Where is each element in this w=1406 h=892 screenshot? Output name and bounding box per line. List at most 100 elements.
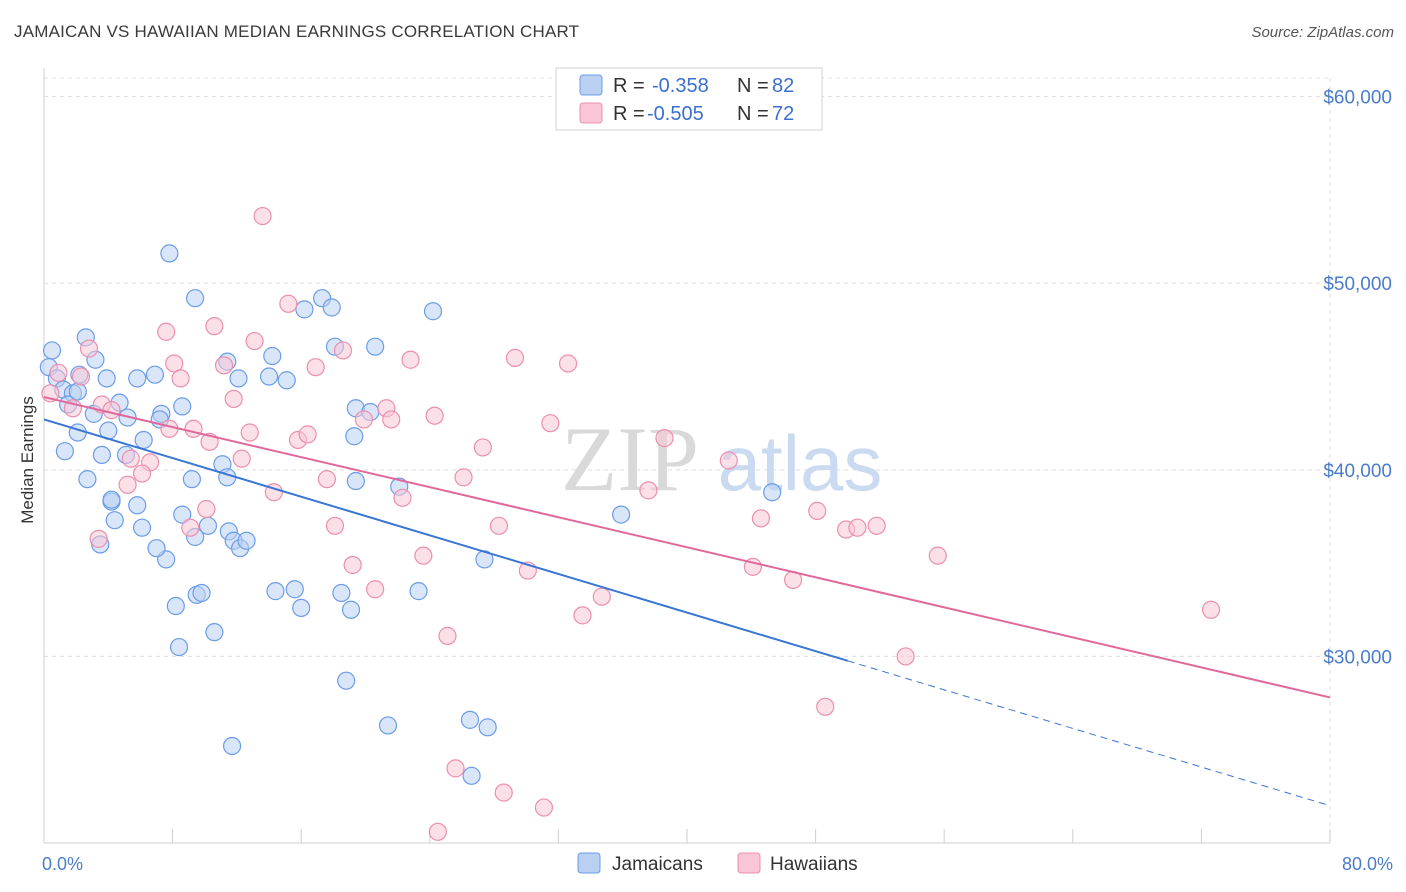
jamaican-point-57 [277,371,296,390]
jamaican-point-23 [78,470,97,489]
jamaican-trend-line [43,418,849,662]
hawaiian-point-59 [928,546,947,565]
hawaiian-point-48 [655,429,674,448]
jamaican-point-47 [285,580,304,599]
hawaiian-point-61 [118,475,137,494]
jamaican-point-33 [173,505,192,524]
jamaican-point-73 [611,505,631,524]
hawaiian-point-64 [197,499,216,519]
legend-r-label-1: R = [613,75,645,97]
jamaican-point-21 [68,423,87,442]
axes [43,68,1331,844]
hawaiian-point-30 [366,580,385,599]
jamaican-point-15 [128,369,147,388]
hawaiian-point-51 [751,509,771,528]
jamaican-point-43 [205,623,224,642]
jamaican-point-79 [222,736,242,756]
hawaiian-point-16 [224,389,243,409]
hawaiian-point-58 [896,647,915,666]
jamaican-point-8 [68,382,87,401]
hawaiian-point-65 [240,423,259,442]
jamaican-point-20 [55,442,74,461]
hawaiian-trend-line [43,396,1331,699]
jamaican-point-50 [341,600,361,619]
hawaiian-point-14 [205,317,224,336]
hawaiian-point-62 [132,464,152,483]
hawaiian-point-32 [382,410,401,429]
jamaican-point-45 [192,583,211,603]
y-tick-labels: $30,000 $40,000 $50,000 $60,000 [1323,88,1392,669]
legend: R = -0.358 N = 82 R = -0.505 N = 72 [555,67,823,131]
jamaican-point-78 [478,718,497,737]
jamaican-point-58 [295,300,314,319]
jamaican-point-75 [337,671,356,690]
hawaiian-point-45 [573,606,592,625]
hawaiian-point-41 [505,348,525,367]
data-points [39,206,1221,841]
hawaiian-point-6 [102,401,121,420]
watermark-atlas: atlas [718,419,883,507]
bottom-legend: Jamaicans Hawaiians [577,852,858,875]
jamaican-point-55 [229,369,248,388]
jamaican-trend-extension [847,660,1331,807]
jamaican-point-41 [166,596,185,616]
hawaiian-point-63 [160,419,179,438]
hawaiian-point-66 [446,759,465,778]
jamaican-point-74 [763,483,782,502]
watermark: ZIP atlas [561,408,882,510]
legend-r-value-1: -0.358 [652,75,709,97]
watermark-zip: ZIP [561,408,699,510]
hawaiian-point-38 [454,468,473,487]
hawaiian-point-56 [848,518,867,537]
jamaican-point-65 [259,367,279,386]
chart-title: JAMAICAN VS HAWAIIAN MEDIAN EARNINGS COR… [14,22,580,41]
y-axis-label: Median Earnings [18,396,37,524]
hawaiian-point-9 [157,322,176,341]
x-tick-label-1: 80.0% [1342,854,1393,874]
jamaican-point-48 [292,598,311,618]
jamaican-point-16 [145,365,165,384]
hawaiian-point-57 [867,516,886,535]
jamaican-point-77 [460,710,480,729]
hawaiian-point-53 [808,501,827,520]
hawaiian-point-19 [253,206,272,226]
jamaican-point-69 [346,471,365,491]
legend-n-value-2: 72 [772,103,794,125]
jamaican-point-39 [237,531,256,550]
hawaiian-point-27 [333,341,353,360]
y-tick-label-3: $60,000 [1323,88,1392,109]
hawaiian-point-7 [121,449,140,468]
x-tick-label-0: 0.0% [42,854,83,874]
jamaican-point-26 [134,430,153,450]
jamaican-point-56 [263,346,282,366]
hawaiian-point-36 [425,406,444,425]
jamaican-point-80 [462,766,481,785]
jamaican-point-81 [102,490,121,509]
bottom-legend-jamaicans: Jamaicans [612,854,703,875]
jamaican-point-60 [322,298,341,317]
bottom-legend-swatch-jamaicans [577,852,601,874]
jamaican-point-63 [366,337,385,356]
jamaican-point-49 [332,583,351,603]
bottom-legend-swatch-hawaiians [737,852,761,874]
hawaiian-point-68 [534,798,554,817]
hawaiian-point-34 [401,350,420,369]
x-tick-labels: 0.0% 80.0% [42,854,1393,874]
jamaican-point-30 [105,511,124,530]
hawaiian-point-21 [279,294,298,313]
hawaiian-point-47 [639,481,658,500]
hawaiian-point-3 [71,367,91,386]
hawaiian-point-44 [558,354,578,373]
legend-n-label-2: N = [737,103,769,125]
hawaiian-point-46 [592,587,611,606]
jamaican-point-31 [132,518,152,537]
jamaican-point-28 [128,496,147,515]
hawaiian-point-39 [473,438,492,457]
jamaican-point-51 [409,582,428,601]
legend-swatch-jamaicans [579,74,603,96]
hawaiian-point-24 [306,358,325,377]
hawaiian-point-69 [428,822,447,841]
jamaican-point-0 [42,341,62,360]
jamaican-point-44 [169,637,189,657]
